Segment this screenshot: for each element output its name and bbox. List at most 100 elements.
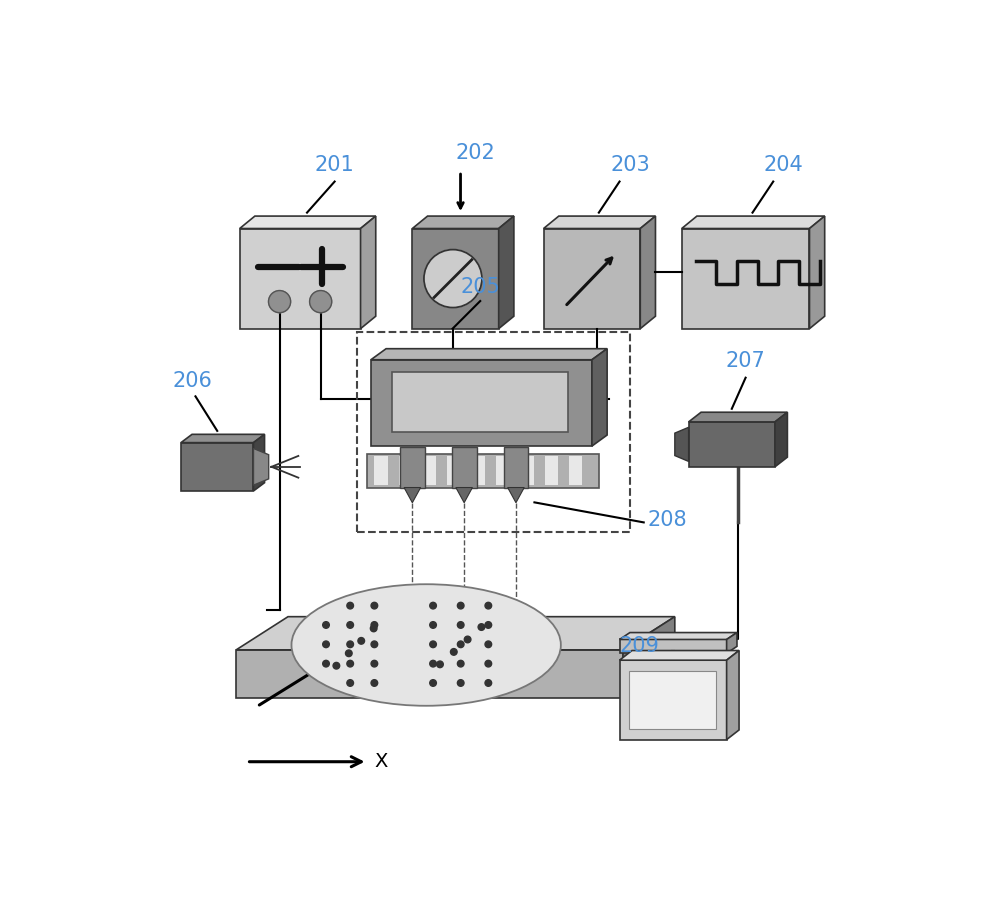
Polygon shape [404, 488, 421, 502]
Circle shape [457, 680, 464, 686]
Polygon shape [371, 349, 607, 360]
Circle shape [430, 660, 436, 667]
Circle shape [347, 641, 354, 648]
Circle shape [371, 641, 378, 648]
Circle shape [424, 249, 482, 308]
Polygon shape [689, 413, 787, 422]
Circle shape [347, 680, 354, 686]
Circle shape [464, 636, 471, 643]
Circle shape [371, 602, 378, 609]
Polygon shape [361, 216, 376, 328]
Circle shape [310, 291, 332, 313]
Polygon shape [456, 488, 472, 502]
Text: X: X [374, 753, 388, 771]
Circle shape [371, 660, 378, 667]
Polygon shape [508, 488, 524, 502]
Text: 207: 207 [726, 352, 765, 371]
Circle shape [345, 650, 352, 657]
Text: 209: 209 [620, 636, 660, 656]
Polygon shape [544, 229, 640, 328]
Bar [399, 457, 412, 485]
Ellipse shape [291, 584, 561, 706]
Polygon shape [727, 632, 737, 653]
Text: Y: Y [332, 640, 343, 658]
Circle shape [370, 625, 377, 631]
Bar [447, 457, 461, 485]
Text: 202: 202 [456, 144, 495, 163]
Bar [392, 372, 568, 432]
Text: 208: 208 [647, 509, 687, 530]
Text: 204: 204 [764, 155, 803, 175]
Bar [423, 457, 436, 485]
Circle shape [347, 602, 354, 609]
Polygon shape [499, 216, 514, 328]
Bar [400, 448, 425, 488]
Circle shape [485, 602, 492, 609]
Bar [629, 671, 716, 728]
Bar [374, 457, 388, 485]
Bar [357, 332, 630, 533]
Circle shape [457, 602, 464, 609]
Polygon shape [620, 640, 727, 653]
Polygon shape [689, 422, 775, 466]
Circle shape [485, 622, 492, 628]
Polygon shape [682, 216, 825, 229]
Polygon shape [592, 349, 607, 446]
Circle shape [347, 660, 354, 667]
Polygon shape [240, 229, 361, 328]
Text: 203: 203 [610, 155, 650, 175]
Circle shape [485, 660, 492, 667]
Text: 205: 205 [460, 277, 500, 297]
Bar [569, 457, 582, 485]
Polygon shape [620, 650, 739, 660]
Polygon shape [682, 229, 809, 328]
Polygon shape [623, 616, 675, 698]
Polygon shape [412, 229, 499, 328]
Bar [367, 455, 599, 488]
Bar [545, 457, 558, 485]
Circle shape [457, 641, 464, 648]
Circle shape [323, 660, 329, 667]
Circle shape [457, 622, 464, 628]
Polygon shape [240, 216, 376, 229]
Circle shape [333, 662, 340, 669]
Circle shape [371, 680, 378, 686]
Bar [472, 457, 485, 485]
Circle shape [430, 622, 436, 628]
Circle shape [323, 622, 329, 628]
Bar [504, 448, 528, 488]
Circle shape [358, 638, 365, 644]
Polygon shape [620, 632, 737, 640]
Circle shape [269, 291, 291, 313]
Circle shape [450, 649, 457, 655]
Polygon shape [640, 216, 655, 328]
Circle shape [457, 660, 464, 667]
Circle shape [371, 622, 378, 628]
Polygon shape [727, 650, 739, 740]
Polygon shape [181, 442, 253, 491]
Polygon shape [544, 216, 655, 229]
Polygon shape [620, 660, 727, 740]
Circle shape [430, 641, 436, 648]
Circle shape [430, 602, 436, 609]
Polygon shape [775, 413, 787, 466]
Circle shape [437, 661, 443, 667]
Bar [520, 457, 534, 485]
Polygon shape [412, 216, 514, 229]
Polygon shape [253, 448, 269, 485]
Bar [496, 457, 509, 485]
Circle shape [323, 641, 329, 648]
Polygon shape [675, 427, 689, 461]
Polygon shape [181, 434, 265, 442]
Circle shape [485, 641, 492, 648]
Circle shape [485, 680, 492, 686]
Polygon shape [236, 616, 675, 649]
Text: 201: 201 [315, 155, 355, 175]
Polygon shape [253, 434, 265, 491]
Circle shape [430, 680, 436, 686]
Bar [452, 448, 477, 488]
Polygon shape [809, 216, 825, 328]
Circle shape [347, 622, 354, 628]
Polygon shape [371, 360, 592, 446]
Polygon shape [236, 649, 623, 698]
